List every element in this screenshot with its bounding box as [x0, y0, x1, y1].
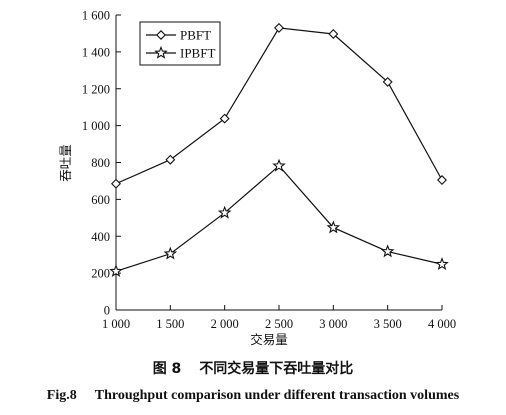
- y-tick-label: 400: [91, 230, 110, 244]
- data-point-ipbft: [435, 257, 449, 271]
- data-point-pbft: [274, 22, 284, 33]
- caption-cn-number: 图 8: [152, 361, 182, 377]
- data-point-ipbft: [217, 205, 232, 219]
- legend-label: IPBFT: [180, 46, 215, 61]
- series-layer: [109, 22, 449, 278]
- y-axis-title: 吞吐量: [58, 144, 73, 182]
- y-tick-label: 200: [91, 267, 110, 281]
- x-tick-label: 1 000: [102, 317, 130, 331]
- data-point-ipbft: [163, 246, 178, 260]
- data-point-pbft: [165, 154, 176, 165]
- caption-chinese: 图 8 不同交易量下吞吐量对比: [0, 358, 506, 378]
- data-point-pbft: [437, 175, 447, 185]
- data-point-pbft: [219, 113, 230, 124]
- series-ipbft: [109, 158, 449, 278]
- y-tick-label: 600: [91, 193, 110, 207]
- data-point-ipbft: [326, 220, 341, 234]
- y-tick-label: 1 600: [82, 9, 110, 23]
- x-tick-label: 3 000: [319, 317, 347, 331]
- data-point-ipbft: [109, 264, 123, 278]
- legend: PBFT IPBFT: [139, 21, 221, 66]
- x-tick-label: 1 500: [156, 317, 184, 331]
- data-point-ipbft: [272, 158, 286, 172]
- x-axis-ticks: 1 000 1 500 2 000 2 500 3 000 3 500 4 000: [102, 305, 456, 331]
- x-axis-title: 交易量: [250, 332, 288, 347]
- data-point-pbft: [328, 29, 339, 39]
- y-tick-label: 800: [91, 156, 110, 170]
- caption-cn-text: 不同交易量下吞吐量对比: [199, 361, 354, 377]
- series-pbft: [111, 22, 447, 189]
- legend-box: [139, 21, 221, 66]
- y-tick-label: 0: [104, 304, 110, 318]
- x-tick-label: 4 000: [428, 317, 456, 331]
- data-point-pbft: [382, 76, 393, 87]
- caption-en-text: Throughput comparison under different tr…: [94, 388, 460, 403]
- caption-en-number: Fig.8: [46, 388, 77, 403]
- x-tick-label: 3 500: [374, 317, 402, 331]
- x-tick-label: 2 500: [265, 317, 293, 331]
- legend-marker: [156, 30, 166, 40]
- y-tick-label: 1 000: [82, 119, 110, 133]
- y-tick-label: 1 400: [82, 45, 110, 59]
- caption-english: Fig.8 Throughput comparison under differe…: [0, 388, 506, 404]
- y-tick-label: 1 200: [82, 82, 110, 96]
- series-line-ipbft: [115, 164, 443, 272]
- legend-marker: [154, 45, 168, 59]
- x-tick-label: 2 000: [211, 317, 239, 331]
- data-point-ipbft: [380, 244, 395, 258]
- y-axis-ticks: 0 200 400 600 800 1 000 1 200 1 400 1 600: [82, 9, 121, 318]
- data-point-pbft: [111, 178, 121, 189]
- legend-label: PBFT: [180, 28, 211, 43]
